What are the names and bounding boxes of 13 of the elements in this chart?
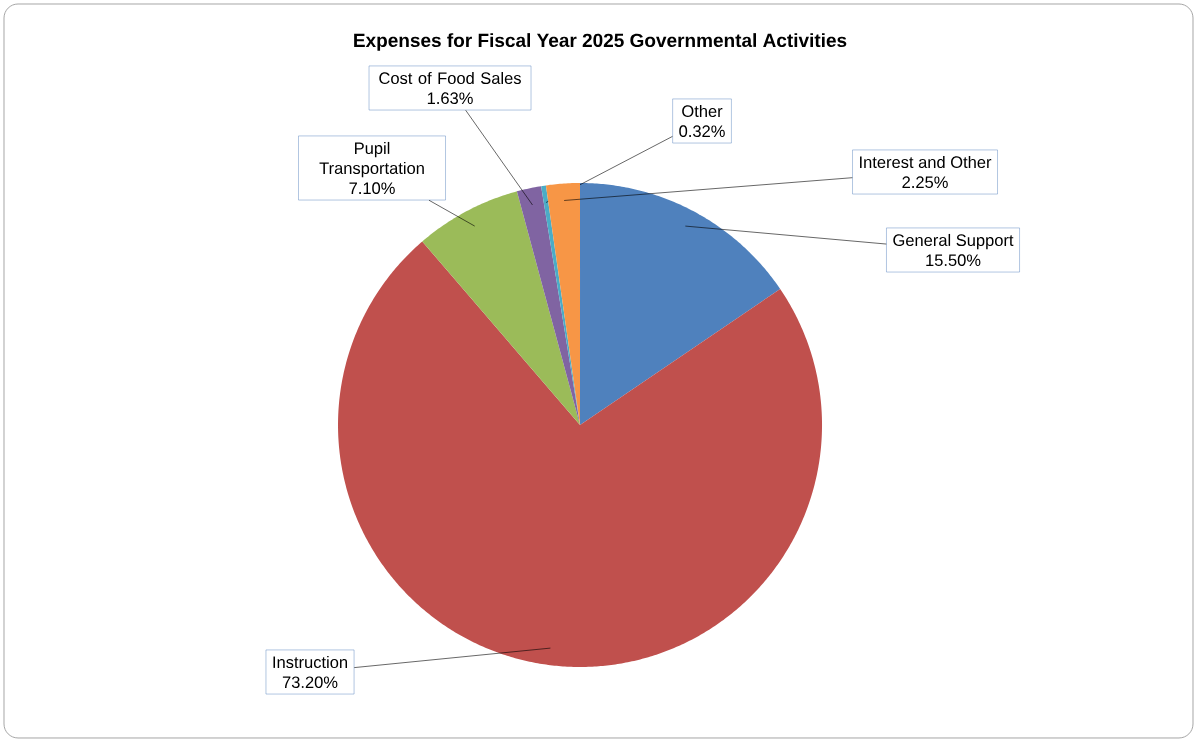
data-label: 15.50%	[926, 254, 981, 267]
slice-label: Pupil Transportation	[319, 141, 424, 178]
slice-label: Instruction	[273, 655, 348, 669]
chart-title: Expenses for Fiscal Year 2025 Governmental Activities	[354, 33, 847, 51]
data-label: 1.63%	[427, 92, 473, 105]
data-label: 0.32%	[679, 125, 725, 138]
slice-label: Cost of Food Sales	[379, 71, 521, 85]
slice-label: Other	[682, 104, 723, 118]
data-label: 7.10%	[349, 182, 395, 195]
data-label: 73.20%	[282, 676, 338, 689]
slice-label: Interest and Other	[860, 155, 992, 169]
slice-label: General Support	[893, 233, 1014, 250]
data-label: 2.25%	[902, 176, 948, 189]
